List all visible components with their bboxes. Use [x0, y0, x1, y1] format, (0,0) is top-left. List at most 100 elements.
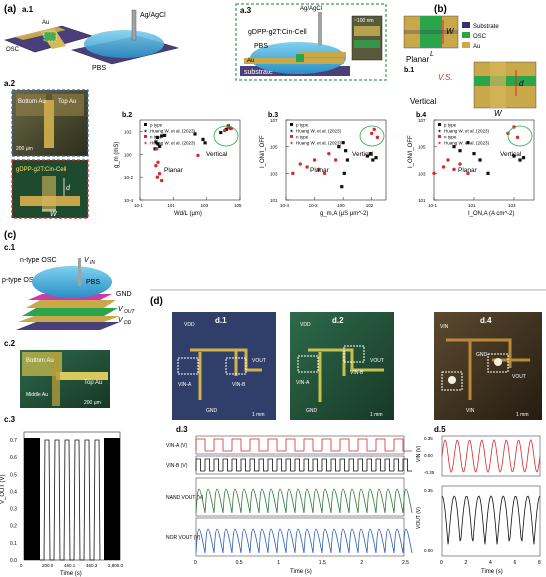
- d1-vinb: VIN-B: [232, 382, 246, 388]
- c3-chart: 0.0 0.1 0.2 0.3 0.4 0.5 0.6 0.7 V_OUT (V) 0 200.0 4…: [0, 431, 124, 577]
- c3-dense-right: [104, 438, 120, 560]
- d4-gnd: GND: [476, 352, 488, 358]
- pbs-droplet: [84, 30, 164, 58]
- d1-box-b: [225, 357, 247, 375]
- y-tick-label: 107: [418, 118, 426, 123]
- n-type-point: [452, 167, 456, 172]
- c1-gnd: GND: [116, 291, 132, 298]
- agagcl-electrode: [131, 9, 137, 41]
- legend-star: ★: [438, 141, 443, 146]
- chart-label: b.4: [416, 112, 426, 119]
- x-tick-label: 10-2: [309, 203, 319, 208]
- c2-top-label: Top Au: [84, 380, 102, 386]
- legend-text: p type: [296, 123, 309, 128]
- c3-x-tick: 2,800.0: [108, 563, 124, 568]
- n-type-point: [156, 160, 160, 164]
- c1-vdd-sub: DD: [124, 320, 132, 326]
- d4-scale: 1 mm: [516, 412, 529, 418]
- a3-material: gDPP-g2T:Cin-Cell: [248, 29, 307, 36]
- c1-pbs: [32, 266, 112, 298]
- a3-electrode: [318, 12, 322, 46]
- d5-vin-label: VIN (V): [416, 445, 422, 462]
- d4-box-a: [441, 371, 463, 391]
- n-type-point: [372, 127, 376, 132]
- b1-d-label: d: [519, 79, 524, 88]
- legend-text: Huang W. et al. (2023): [444, 141, 490, 146]
- n-type-point: [155, 175, 160, 179]
- n-type-point: [446, 158, 450, 162]
- d2-label: d.2: [332, 316, 344, 325]
- p-type-point: [163, 133, 167, 137]
- p-type-point: [452, 145, 456, 149]
- n-type-point: [157, 172, 162, 176]
- n-type-point: [432, 171, 436, 176]
- n-type-point: [333, 158, 338, 162]
- d1-gnd: GND: [206, 408, 218, 414]
- d5-x-tick: 0: [440, 560, 443, 566]
- x-axis-label: g_m,A (μS μm^-2): [320, 211, 368, 217]
- n-type-point: [322, 171, 327, 176]
- n-type-point: [312, 158, 317, 162]
- legend-text: p type: [150, 123, 163, 128]
- d1-vina: VIN-A: [178, 382, 192, 388]
- vertical-ring: [213, 125, 239, 147]
- p-type-point: [518, 158, 522, 162]
- n-type-point: [466, 171, 470, 176]
- x-tick-label: 103: [508, 203, 516, 208]
- d5-x-label: Time (s): [481, 569, 503, 575]
- legend-text: Huang W. et al. (2023): [444, 129, 490, 134]
- d3-chart: VIN-A (V) VIN-B (V) NAND VOUT (V) NOR VOUT …: [166, 435, 413, 575]
- y-tick-label: 100: [124, 152, 132, 157]
- d2-gnd: GND: [306, 408, 318, 414]
- b1-w-label: W: [446, 27, 455, 36]
- d2-vinb: VIN-B: [350, 370, 364, 376]
- c3-y-label: V_OUT (V): [0, 474, 6, 504]
- d5-x-tick: 8: [538, 560, 541, 566]
- c1-vout-sub: OUT: [124, 309, 136, 315]
- panel-a-label: (a): [4, 4, 16, 15]
- a3-substrate-label: substrate: [244, 69, 273, 76]
- c2-bottom-label: Bottom Au: [26, 358, 54, 364]
- d3-row-label: NAND VOUT (V): [166, 495, 204, 501]
- plot-frame: [433, 119, 535, 201]
- p-type-point: [521, 156, 526, 160]
- p-type-point: [472, 152, 476, 156]
- a3-au-label: Au: [247, 58, 254, 64]
- legend-substrate-swatch: [462, 22, 470, 28]
- c1-substrate: [16, 322, 120, 330]
- n-type-point: [222, 128, 227, 133]
- d5-y-tick: 0.35: [424, 488, 433, 493]
- x-tick-label: 101: [468, 203, 476, 208]
- chart-b.3: b.3 101 103 105 107 10-4 10-2 100 102 g_m,A (μS μ…: [260, 112, 387, 217]
- d5-x-tick: 2: [465, 560, 468, 566]
- d5-vout-trace: [441, 495, 541, 545]
- panel-c: (c) c.1 n-type OSC p-type OSC V IN PBS G…: [0, 230, 136, 577]
- annotation-planar: Planar: [310, 167, 330, 174]
- b1-vw-label: W: [494, 109, 503, 118]
- d1-scale: 1 mm: [252, 412, 265, 418]
- p-type-point: [344, 149, 348, 153]
- d3-x-tick: 2: [360, 560, 363, 566]
- y-tick-label: 103: [270, 171, 278, 176]
- c3-x-tick: 0: [20, 563, 23, 568]
- b-planar-label: Planar: [406, 55, 429, 64]
- d2-scale: 1 mm: [370, 412, 383, 418]
- a3-agagcl-label: Ag/AgCl: [300, 6, 322, 12]
- c1-vin: V: [84, 257, 90, 264]
- c1-vout-layer: [26, 300, 116, 308]
- vertical-ring: [507, 125, 533, 147]
- legend-text: Huang W. et al. (2023): [296, 141, 342, 146]
- c2-middle-label: Middle Au: [26, 392, 48, 398]
- a-agagcl-label: Ag/AgCl: [140, 12, 166, 19]
- c3-dense-left: [24, 438, 40, 560]
- panel-a: (a) a.1 Au OSC Ag/AgCl PBS a.2 Bottom Au…: [4, 3, 387, 219]
- annotation-planar: Planar: [458, 167, 478, 174]
- p-type-point: [365, 154, 370, 158]
- d4-drop-1: [448, 376, 456, 384]
- legend-marker: [438, 135, 441, 138]
- c3-y-tick: 0.6: [10, 455, 17, 461]
- c2-scale: 200 μm: [84, 400, 101, 406]
- p-type-point: [371, 158, 375, 162]
- x-tick-label: 102: [366, 203, 374, 208]
